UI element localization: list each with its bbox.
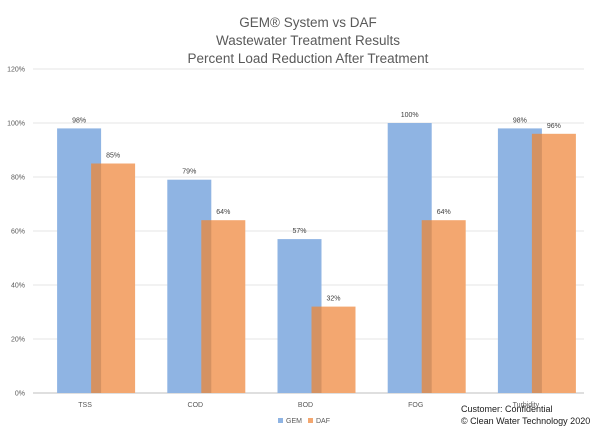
- bar-overlap-shade: [311, 306, 322, 393]
- chart-title-line: Percent Load Reduction After Treatment: [188, 51, 429, 66]
- bar-daf-fog: [421, 220, 466, 393]
- category-label: Turbidity: [513, 402, 540, 409]
- bar-daf-tss: [91, 163, 136, 393]
- data-label: 100%: [401, 112, 419, 119]
- category-label: FOG: [408, 402, 423, 409]
- bar-overlap-shade: [531, 133, 542, 394]
- y-tick-label: 80%: [11, 175, 25, 182]
- y-tick-label: 100%: [7, 121, 25, 128]
- data-label: 64%: [216, 209, 230, 216]
- data-label: 85%: [106, 153, 120, 160]
- bar-daf-bod: [311, 306, 356, 393]
- y-tick-label: 0%: [15, 391, 25, 398]
- y-tick-label: 20%: [11, 337, 25, 344]
- chart-title-line: Wastewater Treatment Results: [216, 33, 400, 48]
- category-label: BOD: [298, 402, 313, 409]
- data-label: 98%: [513, 117, 527, 124]
- data-label: 96%: [547, 123, 561, 130]
- footer-customer-text: Customer: Confidential: [461, 404, 553, 414]
- chart-title-line: GEM® System vs DAF: [239, 15, 376, 30]
- x-axis-categories: TSS COD BOD FOG Turbidity: [78, 402, 539, 409]
- data-label: 79%: [182, 169, 196, 176]
- bar-overlap-shade: [201, 220, 212, 393]
- category-label: COD: [188, 402, 204, 409]
- bars: [57, 123, 576, 394]
- bar-overlap-shade: [91, 163, 102, 393]
- bar-daf-turbidity: [531, 133, 576, 394]
- legend: GEM DAF: [278, 418, 330, 425]
- legend-label-gem: GEM: [286, 418, 302, 425]
- legend-label-daf: DAF: [316, 418, 330, 425]
- bar-overlap-shade: [421, 220, 432, 393]
- legend-swatch-gem: [278, 418, 283, 423]
- footer-copyright-text: © Clean Water Technology 2020: [461, 416, 590, 426]
- data-label: 98%: [72, 117, 86, 124]
- legend-swatch-daf: [308, 418, 313, 423]
- chart-title: GEM® System vs DAF Wastewater Treatment R…: [188, 15, 429, 66]
- bar-daf-cod: [201, 220, 246, 393]
- data-label: 64%: [437, 209, 451, 216]
- y-tick-label: 60%: [11, 229, 25, 236]
- y-axis-ticks: 0% 20% 40% 60% 80% 100% 120%: [7, 67, 25, 398]
- category-label: TSS: [78, 402, 92, 409]
- y-tick-label: 40%: [11, 283, 25, 290]
- data-label: 57%: [292, 228, 306, 235]
- data-label: 32%: [326, 296, 340, 303]
- data-labels: 98% 85% 79% 64% 57% 32% 100% 64% 98% 96%: [72, 112, 561, 303]
- y-tick-label: 120%: [7, 67, 25, 74]
